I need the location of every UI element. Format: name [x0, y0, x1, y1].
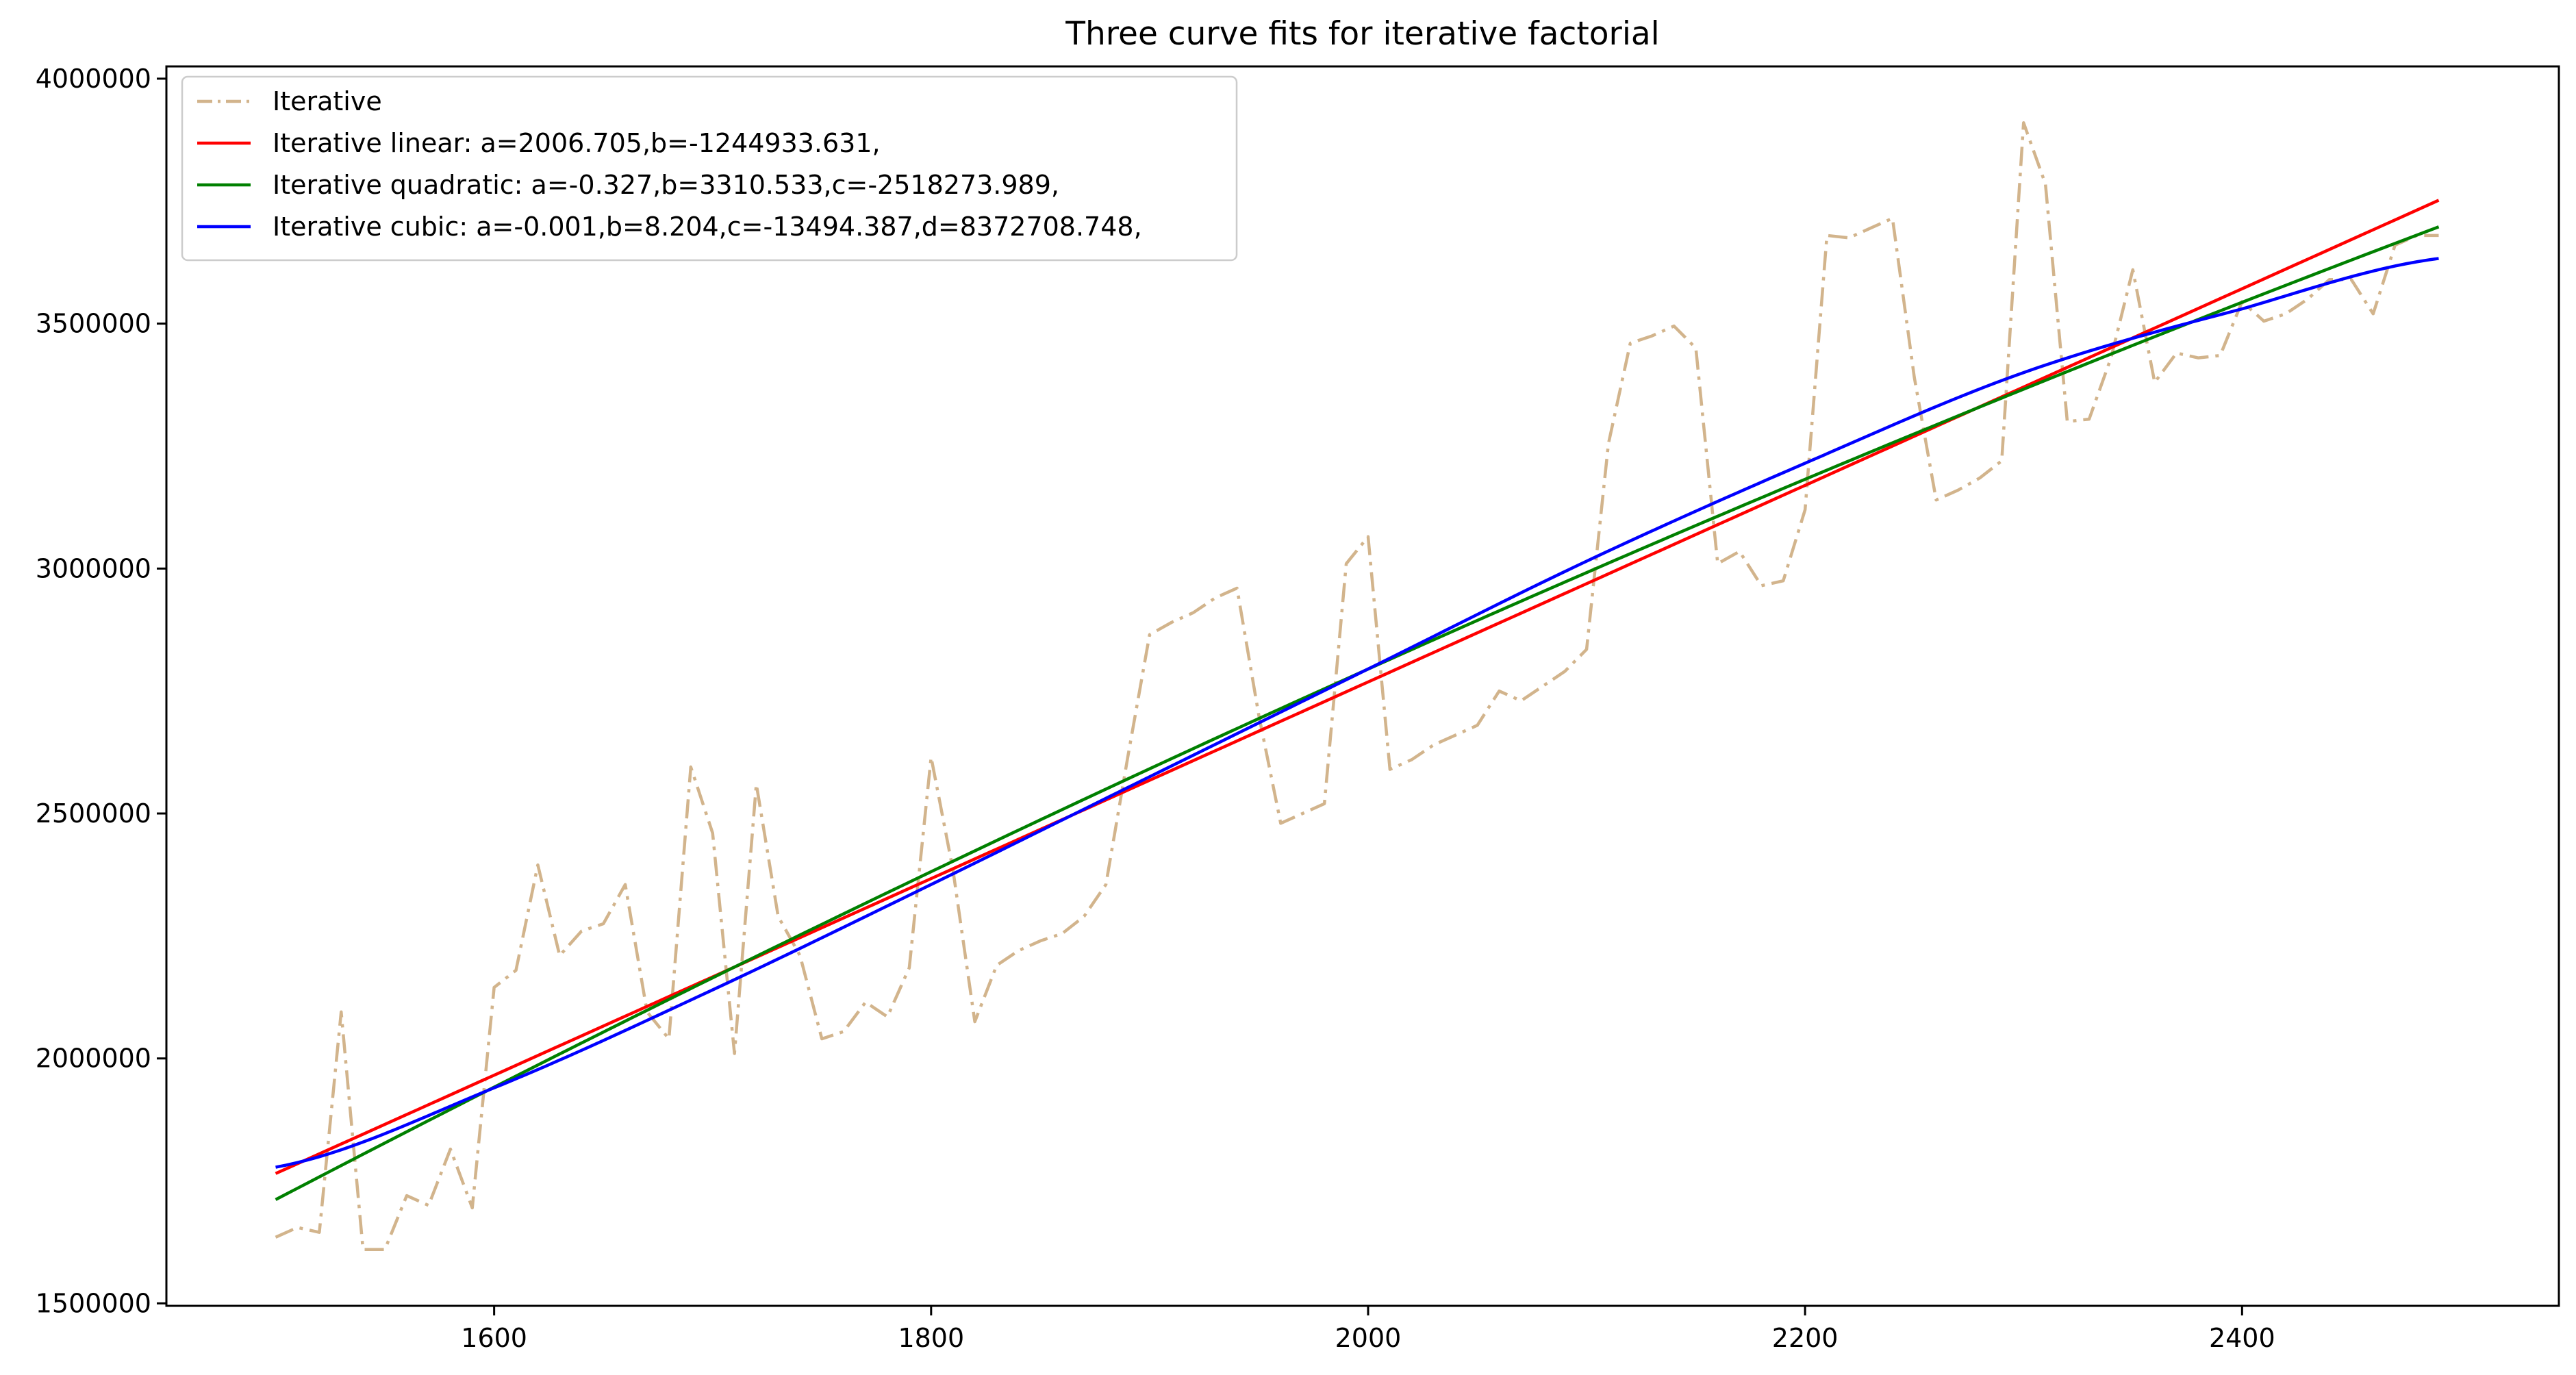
series-line-linear-fit: [275, 199, 2440, 1175]
y-tick-label: 1500000: [36, 1288, 151, 1318]
x-tick-label: 2000: [1335, 1323, 1402, 1353]
legend-label: Iterative quadratic: a=-0.327,b=3310.533…: [273, 170, 1059, 200]
y-axis: 1500000 2000000 2500000 3000000 3500000 40000…: [36, 64, 166, 1318]
chart-title: Three curve fits for iterative factorial: [1065, 15, 1660, 53]
y-tick-label: 3500000: [36, 309, 151, 339]
plot-frame: [165, 65, 2560, 1307]
x-tick-label: 1600: [461, 1323, 527, 1353]
legend-box: [181, 75, 1238, 262]
legend-label: Iterative: [273, 86, 382, 116]
x-tick-label: 1800: [898, 1323, 964, 1353]
legend-label: Iterative linear: a=2006.705,b=-1244933.…: [273, 128, 881, 158]
y-tick-label: 2500000: [36, 798, 151, 829]
series-line-iterative: [275, 121, 2439, 1251]
legend-label: Iterative cubic: a=-0.001,b=8.204,c=-134…: [273, 212, 1142, 242]
legend: Iterative Iterative linear: a=2006.705,b=…: [181, 75, 1238, 262]
plot-area: [275, 121, 2440, 1251]
x-tick-label: 2400: [2209, 1323, 2275, 1353]
y-tick-label: 4000000: [36, 64, 151, 94]
series-line-quadratic-fit: [275, 225, 2440, 1201]
series-line-cubic-fit: [275, 257, 2439, 1169]
x-tick-label: 2200: [1772, 1323, 1839, 1353]
x-axis: 1600 1800 2000 2200 2400: [461, 1306, 2275, 1353]
y-tick-label: 2000000: [36, 1044, 151, 1074]
y-tick-label: 3000000: [36, 553, 151, 583]
